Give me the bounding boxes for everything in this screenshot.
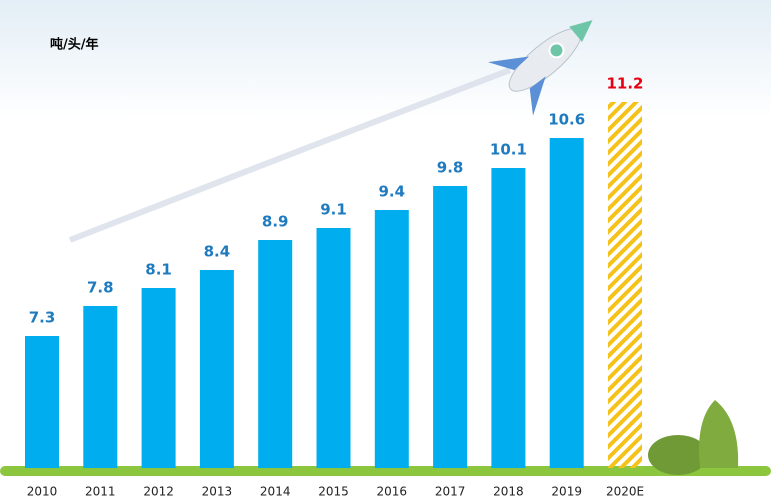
x-tick-label: 2011 xyxy=(85,485,116,499)
value-label: 7.8 xyxy=(87,279,114,297)
bar xyxy=(433,186,467,468)
x-tick-label: 2015 xyxy=(318,485,349,499)
x-tick-label: 2020E xyxy=(606,485,644,499)
bar xyxy=(83,306,117,468)
bar xyxy=(142,288,176,468)
bush xyxy=(699,400,738,468)
bar xyxy=(200,270,234,468)
x-tick-label: 2017 xyxy=(435,485,466,499)
x-tick-label: 2016 xyxy=(377,485,408,499)
value-label: 11.2 xyxy=(606,75,643,93)
value-label: 7.3 xyxy=(29,309,56,327)
bar xyxy=(25,336,59,468)
bar xyxy=(375,210,409,468)
bush xyxy=(648,435,708,475)
value-label: 8.1 xyxy=(145,261,172,279)
value-label: 9.1 xyxy=(320,201,347,219)
chart: 吨/头/年 7.3 2010 7.8 2011 8.1 2012 8.4 2013 8.9 201… xyxy=(0,0,771,501)
value-label: 9.8 xyxy=(437,159,464,177)
x-tick-label: 2013 xyxy=(202,485,233,499)
x-tick-label: 2019 xyxy=(551,485,582,499)
bar xyxy=(550,138,584,468)
value-label: 8.9 xyxy=(262,213,289,231)
bar xyxy=(317,228,351,468)
background xyxy=(0,0,771,120)
x-tick-label: 2014 xyxy=(260,485,291,499)
value-label: 10.6 xyxy=(548,111,585,129)
x-tick-label: 2018 xyxy=(493,485,524,499)
value-label: 10.1 xyxy=(490,141,527,159)
x-tick-label: 2012 xyxy=(143,485,174,499)
value-label: 9.4 xyxy=(379,183,406,201)
bar xyxy=(258,240,292,468)
y-axis-label: 吨/头/年 xyxy=(50,37,99,53)
bar xyxy=(608,102,642,468)
x-tick-label: 2010 xyxy=(27,485,58,499)
value-label: 8.4 xyxy=(204,243,231,261)
bar xyxy=(491,168,525,468)
